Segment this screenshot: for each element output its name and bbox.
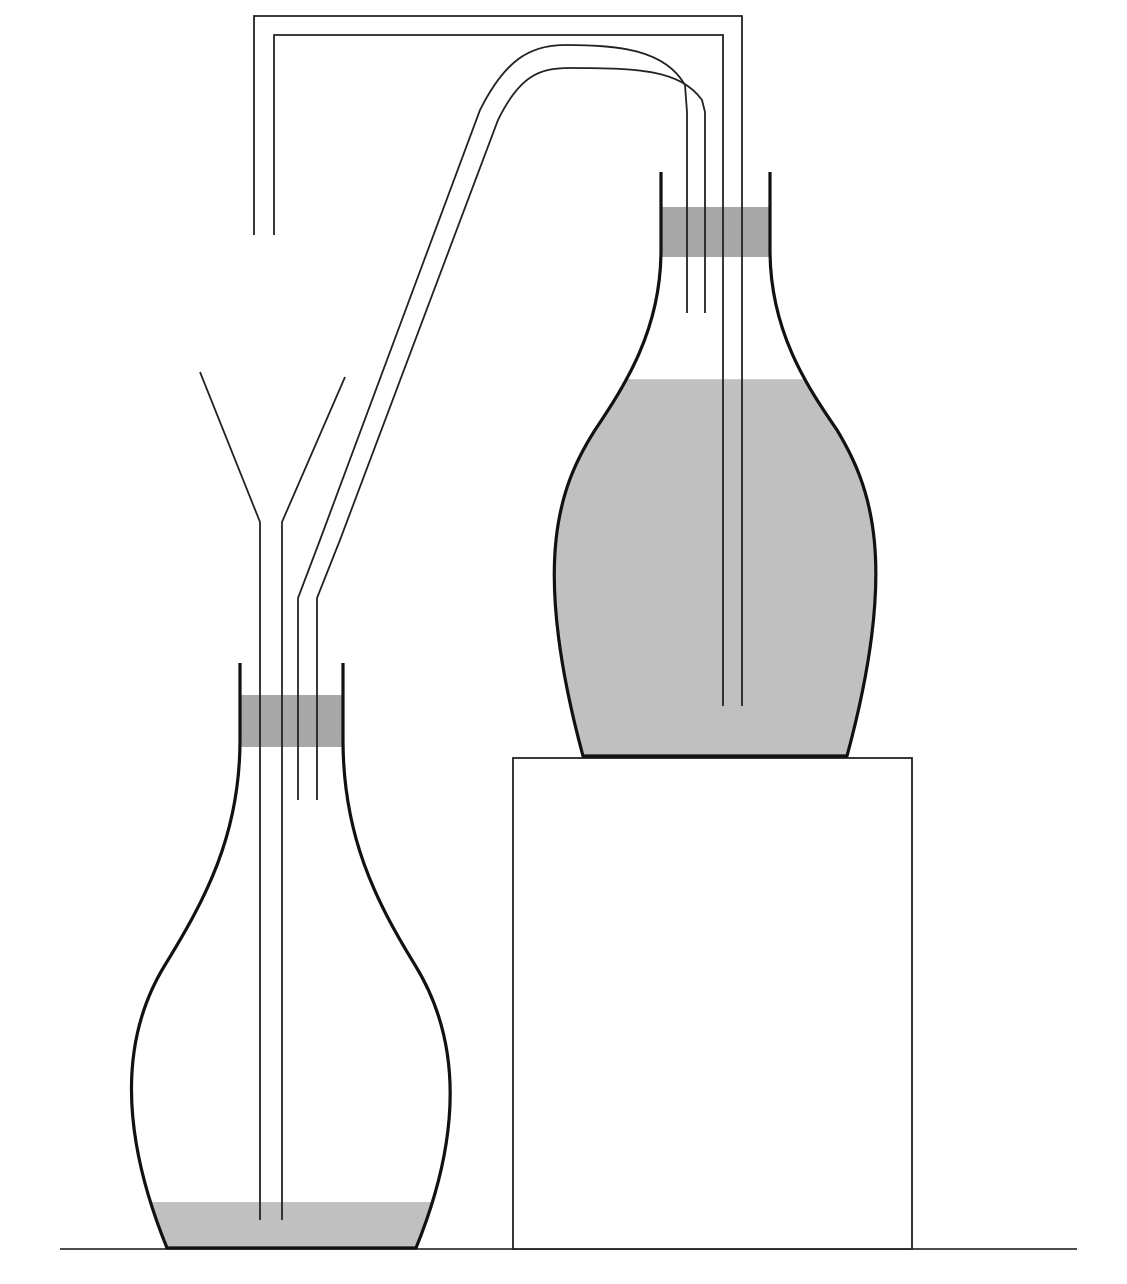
- tubes: [199, 15, 743, 1220]
- siphon-tube-inner: [316, 67, 706, 800]
- lower-flask-stopper: [240, 695, 343, 747]
- air-tube-outer: [253, 15, 743, 706]
- lower-flask-outline: [129, 663, 452, 1250]
- upper-flask: [552, 172, 878, 758]
- lower-flask: [129, 663, 452, 1250]
- funnel-left-wall: [199, 371, 261, 1220]
- siphon-tube-outer: [297, 44, 688, 800]
- pedestal-box: [512, 757, 913, 1250]
- air-tube-inner: [273, 34, 724, 706]
- funnel-right-wall: [281, 376, 346, 1220]
- lower-flask-liquid: [131, 1202, 451, 1248]
- upper-flask-stopper: [661, 207, 770, 257]
- upper-flask-liquid: [554, 379, 876, 756]
- upper-flask-outline: [552, 172, 878, 758]
